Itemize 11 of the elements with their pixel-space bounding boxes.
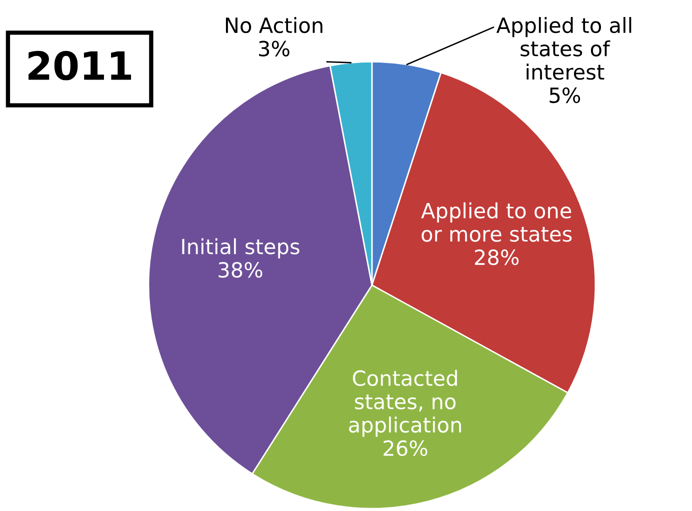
data-label: 26% — [384, 440, 428, 456]
slice-label: Applied to one or more states — [421, 202, 572, 242]
slice-label: Initial steps — [182, 238, 300, 258]
data-label: 5% — [550, 87, 580, 104]
slice-label: Applied to all states of interest — [496, 17, 632, 80]
slice-label: Contacted states, no application — [349, 370, 461, 437]
text: 2011 — [28, 50, 132, 80]
slice-label: No Action — [226, 17, 322, 34]
data-label: 38% — [218, 262, 262, 278]
data-label: 28% — [474, 249, 519, 266]
data-label: 3% — [259, 40, 290, 56]
